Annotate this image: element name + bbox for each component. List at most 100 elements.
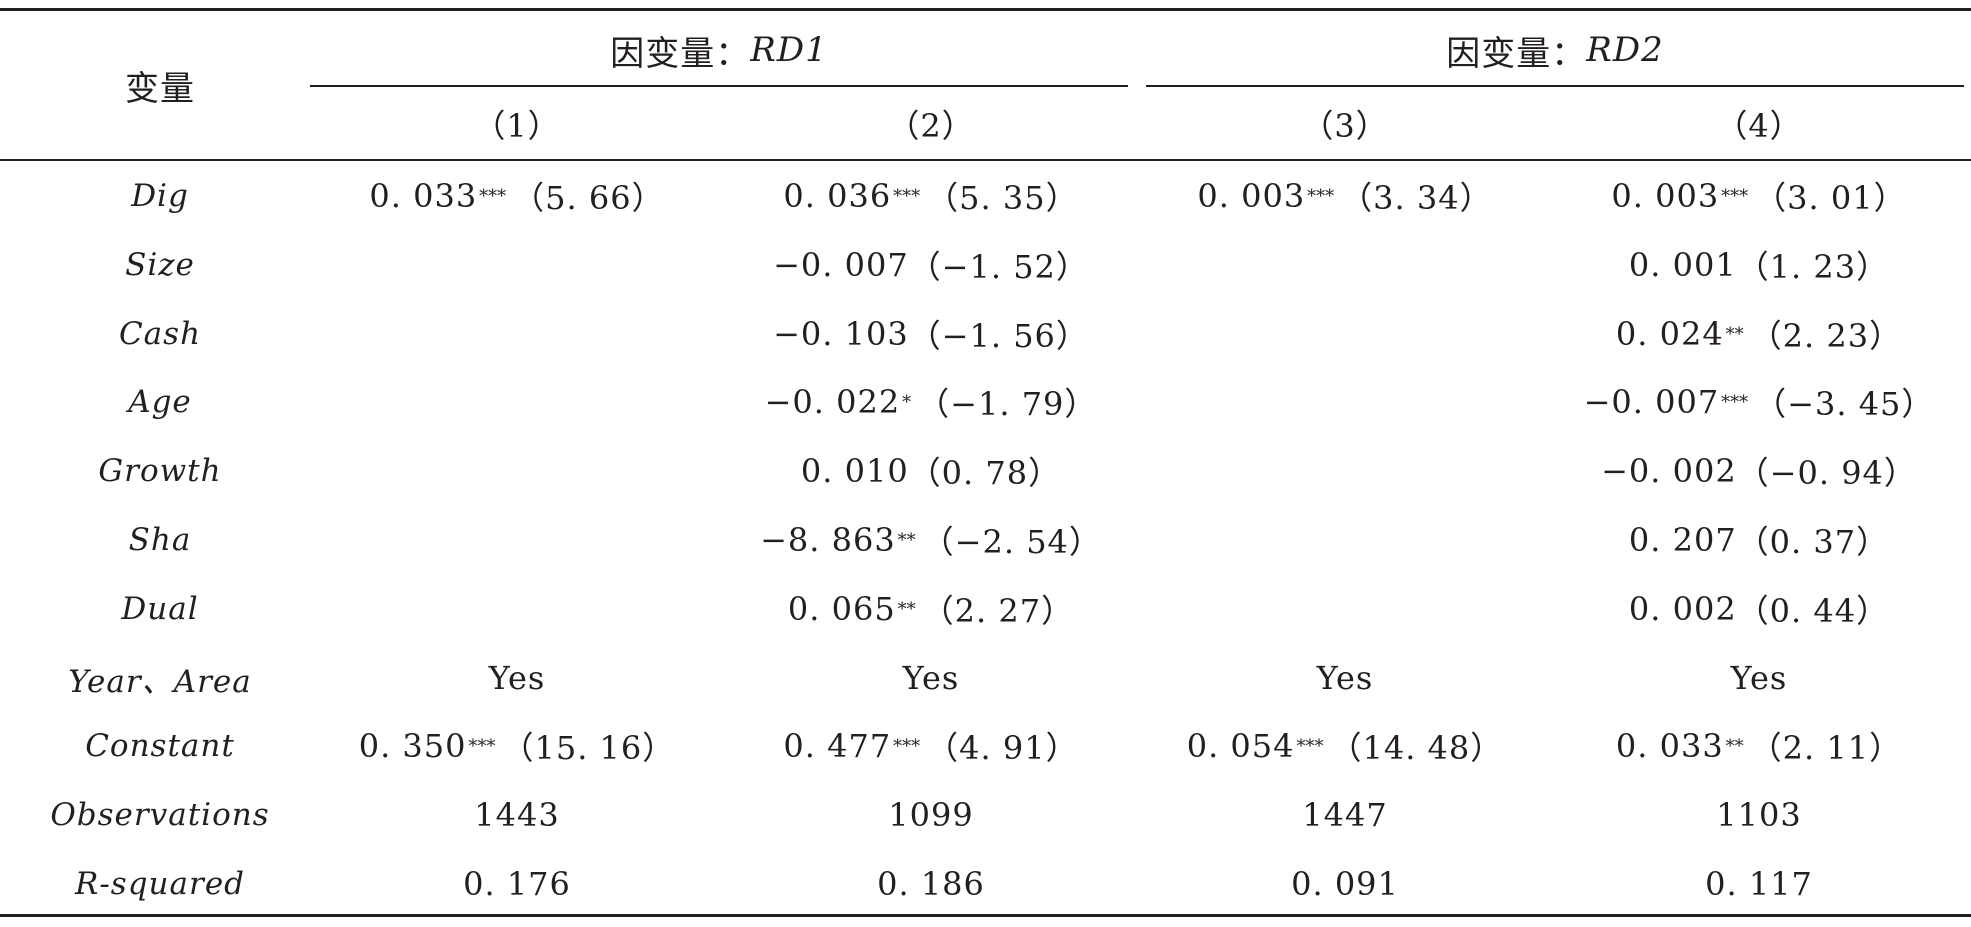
- table-cell: Yes: [310, 647, 724, 709]
- significance-stars: ***: [468, 735, 496, 757]
- t-statistic: （−2. 54）: [921, 523, 1102, 561]
- group-header-rd2: 因变量： RD2: [1146, 18, 1964, 82]
- coefficient: −0. 022: [764, 383, 901, 421]
- significance-stars: **: [1725, 323, 1744, 345]
- coefficient: Yes: [1316, 659, 1374, 697]
- table-cell: −0. 002 （−0. 94）: [1552, 440, 1966, 502]
- significance-stars: ***: [1721, 391, 1749, 413]
- significance-stars: **: [1725, 735, 1744, 757]
- t-statistic: （−1. 52）: [908, 248, 1089, 286]
- coefficient: 0. 054: [1186, 727, 1295, 765]
- coefficient: Yes: [1730, 659, 1788, 697]
- significance-stars: ***: [1296, 735, 1324, 757]
- table-cell: Yes: [1552, 647, 1966, 709]
- table-cell: [310, 440, 724, 502]
- group-header-prefix: 因变量：: [610, 33, 751, 74]
- coefficient: −0. 007: [773, 246, 909, 284]
- column-header-2: （2）: [887, 107, 975, 145]
- table-cell: −0. 007 （−1. 52）: [724, 234, 1138, 296]
- table-cell: 0. 024 ** （2. 23）: [1552, 303, 1966, 365]
- coefficient: Yes: [902, 659, 960, 697]
- significance-stars: ***: [893, 735, 921, 757]
- table-cell: 0. 036 *** （5. 35）: [724, 165, 1138, 227]
- coefficient: 0. 033: [369, 177, 478, 215]
- table-cell: [1138, 234, 1552, 296]
- t-statistic: （3. 01）: [1754, 179, 1907, 217]
- table-cell: 0. 033 ** （2. 11）: [1552, 715, 1966, 777]
- group-header-variable: RD2: [1586, 30, 1664, 70]
- table-cell: −8. 863 ** （−2. 54）: [724, 509, 1138, 571]
- t-statistic: （−0. 94）: [1736, 454, 1917, 492]
- table-top-rule: [0, 8, 1971, 11]
- significance-stars: ***: [479, 185, 507, 207]
- t-statistic: （2. 11）: [1749, 729, 1903, 767]
- coefficient: 0. 024: [1615, 315, 1724, 353]
- coefficient: 0. 186: [877, 865, 985, 903]
- row-label: Size: [125, 247, 195, 283]
- table-header-rule: [0, 159, 1971, 161]
- table-cell: 0. 117: [1552, 853, 1966, 915]
- coefficient: 0. 002: [1628, 590, 1737, 628]
- table-cell: 0. 010 （0. 78）: [724, 440, 1138, 502]
- row-label: Dig: [131, 178, 189, 214]
- coefficient: 1099: [888, 796, 974, 834]
- table-cell: [310, 303, 724, 365]
- row-label: Cash: [118, 316, 202, 352]
- table-cell: [310, 371, 724, 433]
- t-statistic: （14. 48）: [1329, 729, 1504, 767]
- column-header-4: （4）: [1715, 107, 1803, 145]
- coefficient: −0. 007: [1583, 383, 1720, 421]
- variable-header: 变量: [125, 68, 195, 109]
- row-label: Constant: [85, 728, 235, 764]
- significance-stars: **: [897, 598, 916, 620]
- row-label: Growth: [98, 453, 222, 489]
- table-cell: 0. 003 *** （3. 34）: [1138, 165, 1552, 227]
- table-cell: [1138, 578, 1552, 640]
- table-cell: [310, 234, 724, 296]
- row-label: Age: [128, 384, 192, 420]
- table-cell: [310, 578, 724, 640]
- coefficient: 0. 036: [783, 177, 892, 215]
- table-cell: 0. 186: [724, 853, 1138, 915]
- t-statistic: （5. 35）: [926, 179, 1079, 217]
- t-statistic: （−1. 56）: [908, 317, 1089, 355]
- t-statistic: （15. 16）: [501, 729, 676, 767]
- row-label: Sha: [128, 522, 192, 558]
- table-cell: 1103: [1552, 784, 1966, 846]
- table-cell: [1138, 509, 1552, 571]
- table-cell: Yes: [1138, 647, 1552, 709]
- table-cell: 0. 065 ** （2. 27）: [724, 578, 1138, 640]
- table-cell: 0. 002 （0. 44）: [1552, 578, 1966, 640]
- t-statistic: （0. 37）: [1736, 523, 1890, 561]
- table-cell: [1138, 440, 1552, 502]
- coefficient: 1443: [474, 796, 560, 834]
- coefficient: −0. 103: [773, 315, 909, 353]
- coefficient: 0. 350: [358, 727, 467, 765]
- table-cell: −0. 022 * （−1. 79）: [724, 371, 1138, 433]
- table-cell: −0. 103 （−1. 56）: [724, 303, 1138, 365]
- coefficient: 0. 003: [1197, 177, 1306, 215]
- table-cell: 0. 477 *** （4. 91）: [724, 715, 1138, 777]
- group-header-prefix: 因变量：: [1446, 33, 1587, 74]
- coefficient: 0. 001: [1628, 246, 1737, 284]
- t-statistic: （−1. 79）: [917, 385, 1098, 423]
- table-cell: −0. 007 *** （−3. 45）: [1552, 371, 1966, 433]
- coefficient: 0. 091: [1291, 865, 1399, 903]
- t-statistic: （0. 78）: [908, 454, 1062, 492]
- table-cell: 0. 001 （1. 23）: [1552, 234, 1966, 296]
- t-statistic: （3. 34）: [1340, 179, 1493, 217]
- t-statistic: （5. 66）: [512, 179, 665, 217]
- group-header-rd1: 因变量： RD1: [310, 18, 1128, 82]
- table-cell: 0. 207 （0. 37）: [1552, 509, 1966, 571]
- t-statistic: （2. 23）: [1749, 317, 1903, 355]
- t-statistic: （1. 23）: [1736, 248, 1890, 286]
- coefficient: 0. 033: [1615, 727, 1724, 765]
- significance-stars: ***: [1721, 185, 1749, 207]
- significance-stars: **: [897, 529, 916, 551]
- table-cell: 1447: [1138, 784, 1552, 846]
- coefficient: −8. 863: [760, 521, 896, 559]
- row-label: Dual: [121, 591, 199, 627]
- table-cell: Yes: [724, 647, 1138, 709]
- row-label: Observations: [50, 797, 270, 833]
